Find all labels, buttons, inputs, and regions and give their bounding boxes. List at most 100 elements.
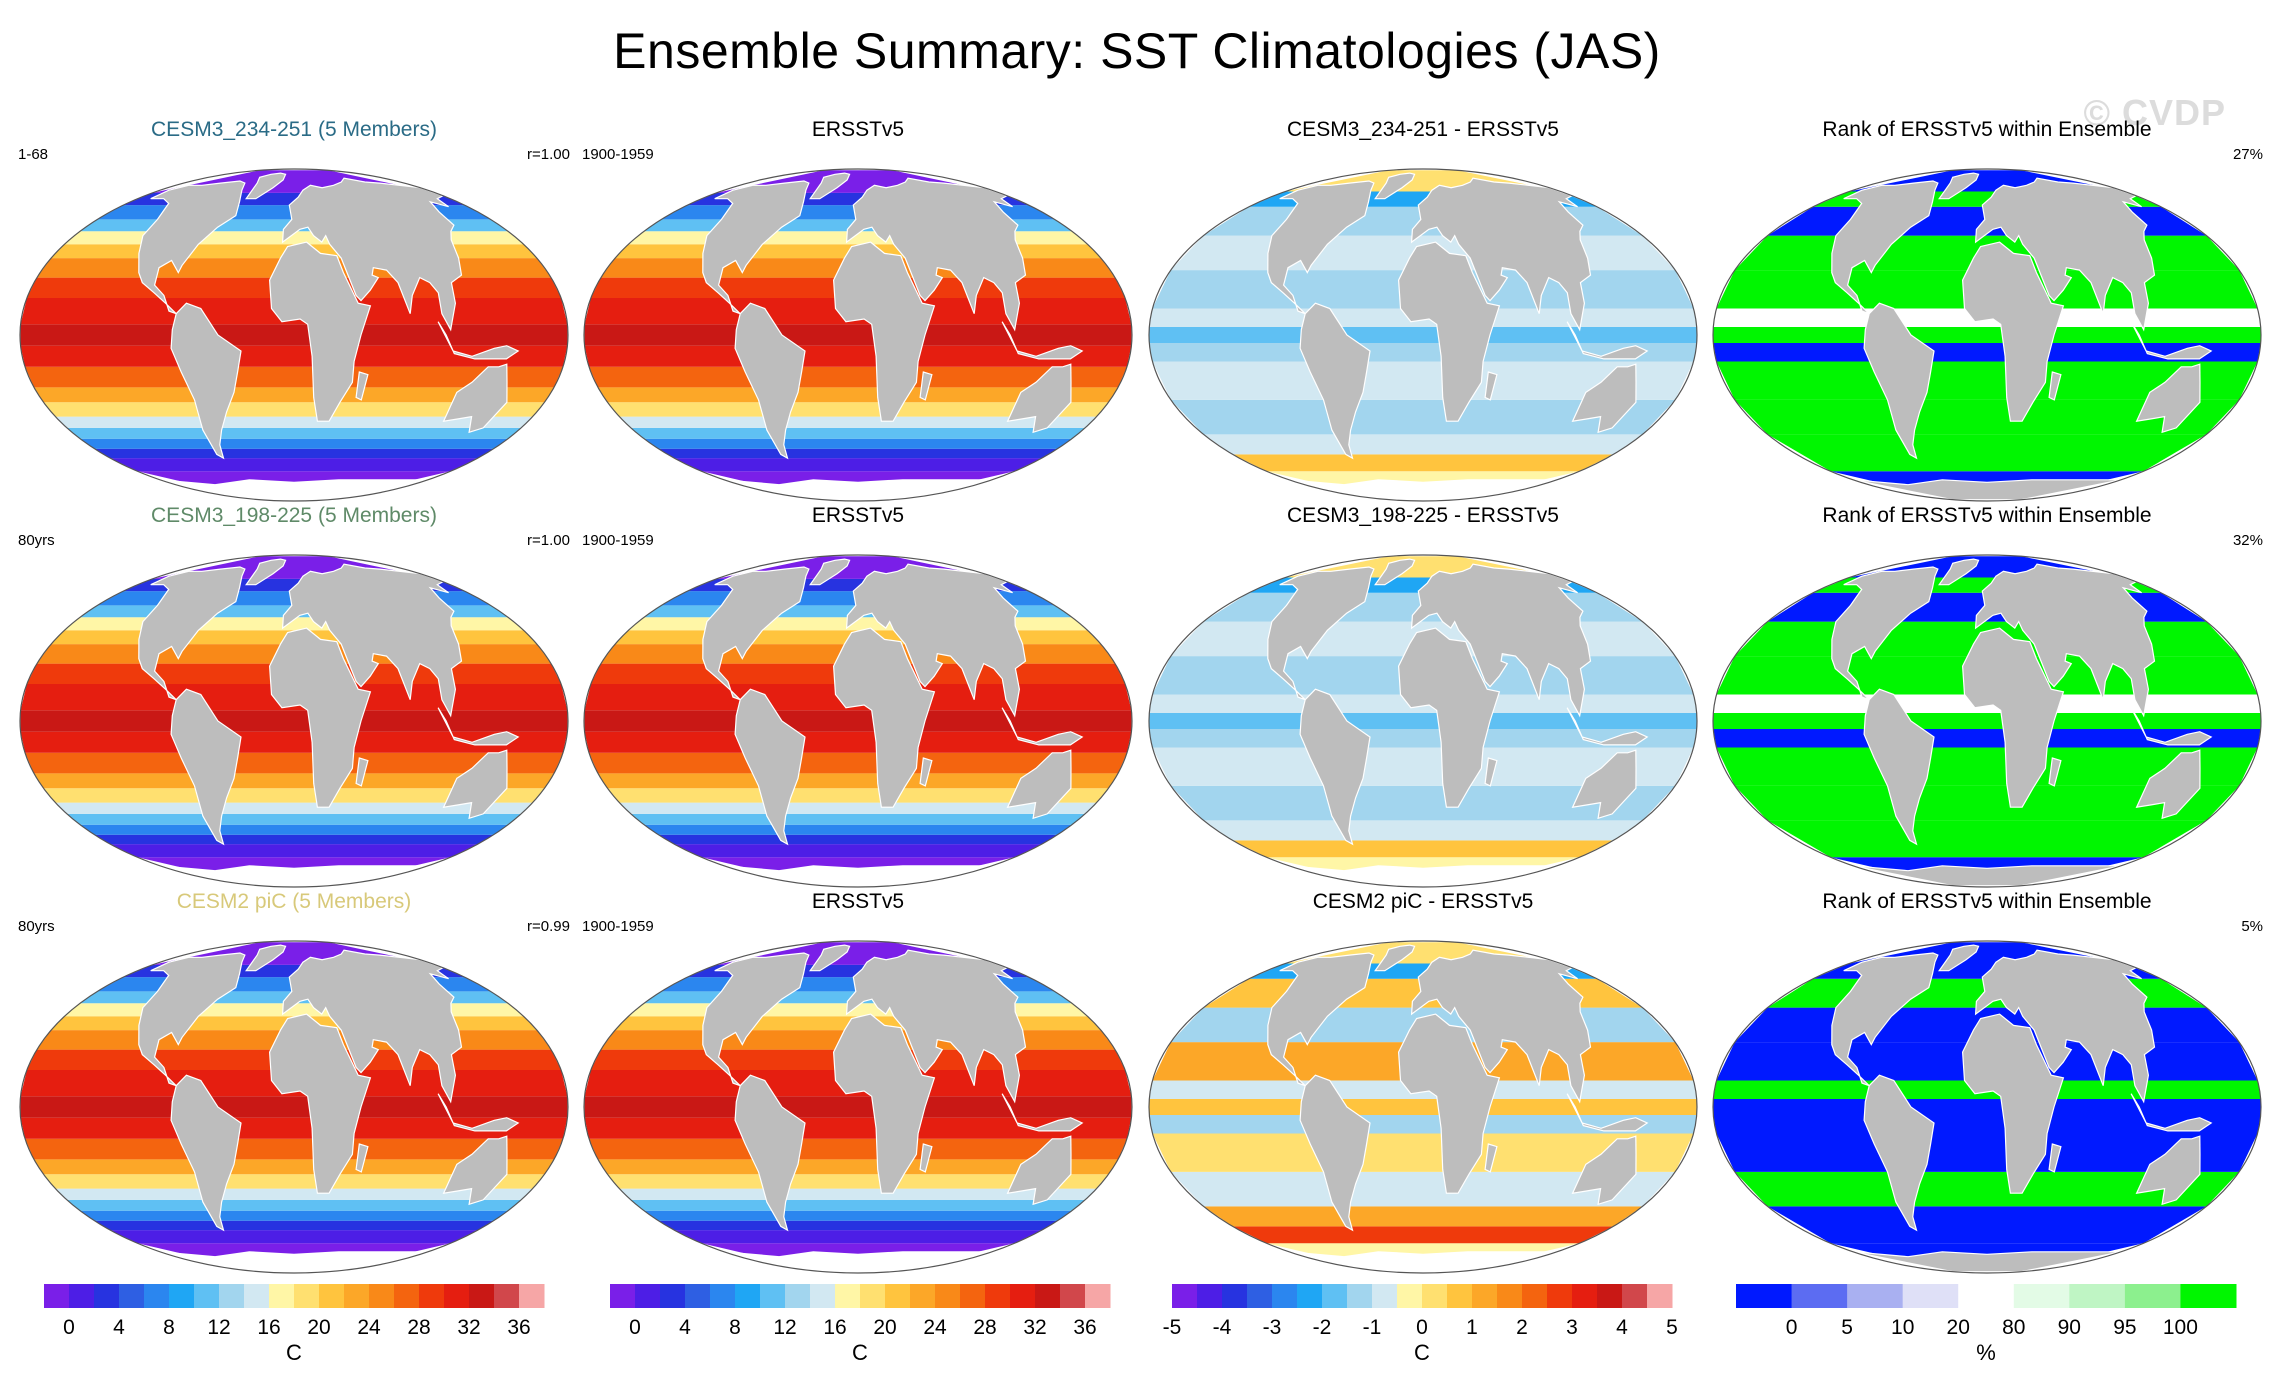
colorbar-swatch — [785, 1284, 811, 1308]
land-australia — [1571, 749, 1637, 820]
colorbar-swatch — [935, 1284, 961, 1308]
land-greenland — [245, 558, 287, 586]
colorbar-tick-label: 36 — [507, 1316, 530, 1339]
colorbar-tick-label: 3 — [1566, 1316, 1578, 1339]
field-band — [20, 731, 568, 753]
colorbar-swatch — [94, 1284, 120, 1308]
field-band — [25, 752, 563, 774]
land-south-america — [1863, 1074, 1935, 1232]
obs-panel-title: ERSSTv5 — [811, 118, 905, 141]
colorbar-swatch — [1397, 1284, 1423, 1308]
land-africa — [1961, 241, 2065, 422]
land-australia — [2135, 363, 2201, 434]
field-band — [20, 345, 568, 367]
land-greenland — [1374, 944, 1416, 972]
land-north-america — [702, 566, 810, 701]
land-greenland — [1938, 558, 1980, 586]
field-band — [55, 416, 533, 428]
field-band — [584, 345, 1132, 367]
colorbar-swatch — [1085, 1284, 1111, 1308]
field-band — [598, 773, 1118, 789]
field-band — [1232, 454, 1614, 472]
colorbar-unit: % — [1976, 1340, 1996, 1365]
colorbar-swatch — [1010, 1284, 1036, 1308]
map-border — [19, 168, 569, 502]
colorbar-swatch — [219, 1284, 245, 1308]
colorbar-swatch — [319, 1284, 345, 1308]
field-band — [1716, 361, 2258, 400]
land-greenland — [809, 558, 851, 586]
colorbar-tick-label: 0 — [1786, 1316, 1798, 1339]
land-madagascar — [2048, 1143, 2062, 1173]
colorbar-swatch — [735, 1284, 761, 1308]
colorbar-tick-label: 32 — [457, 1316, 480, 1339]
field-band — [25, 1138, 563, 1160]
colorbar-swatch — [1247, 1284, 1273, 1308]
colorbar-swatch — [519, 1284, 545, 1308]
obs-left-label: 1900-1959 — [582, 532, 654, 549]
field-band — [1767, 434, 2207, 472]
rank-panel-title: Rank of ERSSTv5 within Ensemble — [1822, 890, 2152, 913]
colorbar-swatch — [960, 1284, 986, 1308]
land-indonesia — [1001, 707, 1084, 746]
land-greenland — [1938, 172, 1980, 200]
land-eurasia — [281, 563, 463, 718]
field-band — [674, 458, 1042, 472]
colorbar-tick-label: 16 — [823, 1316, 846, 1339]
colorbar-swatch — [1791, 1284, 1848, 1308]
obs-map — [583, 168, 1133, 502]
diff-map — [1148, 168, 1698, 502]
model-left-label: 80yrs — [18, 918, 55, 935]
field-band — [589, 366, 1127, 388]
colorbar-swatch — [494, 1284, 520, 1308]
field-band — [607, 402, 1109, 417]
land-indonesia — [437, 1093, 520, 1132]
colorbar-tick-label: 5 — [1666, 1316, 1678, 1339]
land-north-america — [1267, 180, 1375, 315]
colorbar-diff: -5 -4 -3 -2 -1 0 1 2 3 4 5 C — [1163, 1284, 1678, 1376]
land-madagascar — [1484, 371, 1498, 401]
obs-map — [583, 554, 1133, 888]
field-band — [1716, 1133, 2258, 1172]
field-band — [1149, 1099, 1697, 1115]
colorbar-swatch — [44, 1284, 70, 1308]
colorbar-tick-label: 100 — [2163, 1316, 2198, 1339]
colorbar-tick-label: 28 — [973, 1316, 996, 1339]
land-africa — [832, 241, 936, 422]
land-indonesia — [1001, 321, 1084, 360]
field-band — [67, 813, 521, 825]
field-band — [1716, 747, 2258, 786]
land-greenland — [809, 172, 851, 200]
field-band — [658, 834, 1058, 845]
colorbar-tick-label: 1 — [1466, 1316, 1478, 1339]
field-band — [55, 1188, 533, 1200]
colorbar-swatch — [2013, 1284, 2070, 1308]
field-band — [584, 710, 1132, 732]
field-band — [1232, 840, 1614, 858]
colorbar-swatch — [1547, 1284, 1573, 1308]
land-indonesia — [2130, 321, 2213, 360]
colorbar-tick-label: 8 — [163, 1316, 175, 1339]
colorbar-tick-label: 12 — [207, 1316, 230, 1339]
colorbar-swatch — [685, 1284, 711, 1308]
land-north-america — [1831, 180, 1939, 315]
field-band — [1149, 729, 1697, 748]
diff-panel-row2: CESM3_198-225 - ERSSTv5 — [1143, 504, 1703, 890]
land-madagascar — [2048, 371, 2062, 401]
map-border — [583, 940, 1133, 1274]
colorbar-swatch — [1958, 1284, 2015, 1308]
field-band — [34, 1159, 554, 1175]
colorbar-swatch — [369, 1284, 395, 1308]
colorbar-swatch — [1447, 1284, 1473, 1308]
colorbar-tick-label: 24 — [357, 1316, 381, 1339]
land-south-america — [734, 1074, 806, 1232]
colorbar-svg: 0 4 8 12 16 20 24 28 32 36 C — [44, 1284, 545, 1365]
land-south-america — [1299, 302, 1371, 460]
map-border — [19, 940, 569, 1274]
model-map — [19, 940, 569, 1274]
diff-panel-row1: CESM3_234-251 - ERSSTv5 — [1143, 118, 1703, 504]
land-africa — [832, 627, 936, 808]
field-band — [110, 1230, 478, 1244]
rank-map — [1712, 168, 2262, 502]
field-band — [94, 834, 494, 845]
